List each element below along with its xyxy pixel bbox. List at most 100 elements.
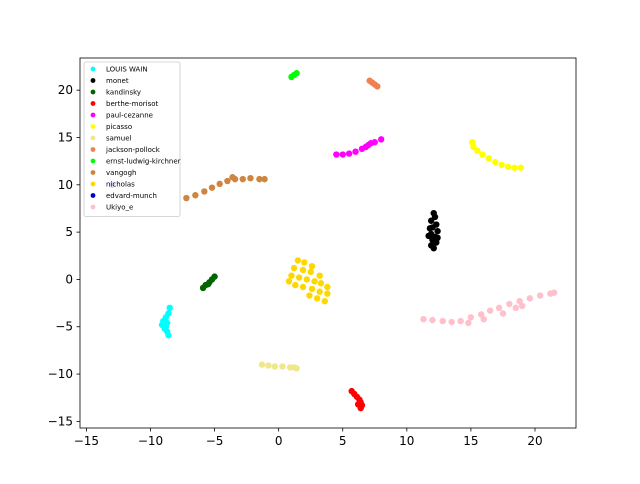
data-point bbox=[201, 188, 208, 195]
data-point bbox=[427, 217, 435, 224]
legend-label: berthe-morisot bbox=[106, 100, 158, 108]
x-tick-label: −10 bbox=[138, 434, 163, 448]
data-point bbox=[495, 304, 503, 312]
legend-entry: vangogh bbox=[90, 169, 136, 177]
data-point bbox=[166, 304, 173, 312]
series-vangogh bbox=[183, 174, 268, 202]
x-tick-label: −15 bbox=[74, 434, 99, 448]
legend-entry: picasso bbox=[90, 123, 132, 131]
legend-marker bbox=[90, 89, 96, 95]
legend-marker bbox=[90, 147, 96, 152]
legend-label: edvard-munch bbox=[106, 192, 157, 200]
series-monet bbox=[425, 209, 441, 252]
data-point bbox=[229, 174, 236, 181]
series-berthe-morisot bbox=[348, 387, 366, 412]
x-tick-label: 20 bbox=[527, 434, 542, 448]
data-point bbox=[480, 315, 487, 323]
data-point bbox=[299, 266, 307, 274]
data-point bbox=[162, 323, 170, 330]
legend-marker bbox=[90, 112, 96, 118]
series-louis-wain bbox=[158, 304, 173, 339]
data-point bbox=[434, 234, 441, 241]
data-point bbox=[295, 274, 303, 281]
data-point bbox=[208, 184, 216, 191]
legend-entry: ernst-ludwig-kirchner bbox=[90, 158, 181, 166]
legend-label: samuel bbox=[106, 135, 131, 143]
x-tick-label: 0 bbox=[275, 434, 283, 448]
data-point bbox=[294, 257, 302, 264]
series-kandinsky bbox=[199, 273, 218, 292]
data-point bbox=[362, 143, 370, 151]
data-point bbox=[516, 298, 523, 305]
data-point bbox=[333, 151, 340, 158]
x-tick-label: 10 bbox=[399, 434, 414, 448]
series-nicholas bbox=[285, 257, 331, 305]
legend: LOUIS WAIN monet kandinsky berthe-morisot pa… bbox=[83, 61, 181, 217]
y-tick-label: 10 bbox=[58, 178, 73, 192]
data-point bbox=[467, 314, 475, 321]
data-point bbox=[425, 232, 432, 240]
data-point bbox=[465, 319, 472, 327]
data-point bbox=[183, 194, 190, 202]
data-point bbox=[518, 302, 526, 310]
data-point bbox=[486, 307, 494, 314]
data-point bbox=[316, 288, 323, 295]
data-point bbox=[306, 292, 313, 299]
data-point bbox=[367, 139, 375, 147]
data-point bbox=[258, 361, 266, 368]
data-point bbox=[492, 158, 499, 166]
scatter-marks bbox=[108, 69, 558, 412]
legend-entry: kandinsky bbox=[90, 89, 141, 97]
series-samuel bbox=[258, 361, 300, 372]
legend-entry: samuel bbox=[90, 135, 131, 143]
legend-marker bbox=[90, 124, 96, 129]
y-tick-label: −5 bbox=[55, 320, 73, 334]
data-point bbox=[279, 363, 286, 370]
data-point bbox=[536, 292, 544, 299]
legend-label: LOUIS WAIN bbox=[106, 66, 148, 74]
legend-entry: Ukiyo_e bbox=[90, 204, 133, 212]
x-axis-ticks: −15 −10 −5 0 5 10 15 20 bbox=[74, 428, 543, 448]
data-point bbox=[429, 316, 436, 324]
legend-label: kandinsky bbox=[106, 89, 141, 97]
y-tick-label: 0 bbox=[65, 272, 73, 286]
legend-marker bbox=[90, 193, 96, 198]
data-point bbox=[321, 298, 328, 305]
data-point bbox=[316, 272, 323, 279]
y-tick-label: −15 bbox=[48, 414, 73, 428]
data-point bbox=[299, 283, 307, 291]
data-point bbox=[324, 290, 331, 297]
data-point bbox=[307, 268, 314, 276]
axes-frame bbox=[79, 57, 577, 429]
data-point bbox=[288, 272, 295, 279]
data-point bbox=[448, 318, 455, 326]
data-point bbox=[216, 180, 223, 188]
data-point bbox=[271, 363, 279, 370]
data-point bbox=[354, 401, 362, 408]
data-point bbox=[247, 174, 254, 182]
y-tick-label: 5 bbox=[65, 225, 73, 239]
data-point bbox=[293, 69, 300, 77]
legend-marker bbox=[90, 181, 96, 187]
data-point bbox=[261, 175, 268, 183]
data-point bbox=[345, 150, 353, 157]
y-tick-label: −10 bbox=[48, 367, 73, 381]
y-tick-label: 20 bbox=[58, 83, 73, 97]
legend-marker bbox=[90, 135, 96, 141]
data-point bbox=[477, 311, 485, 318]
data-point bbox=[324, 283, 331, 291]
data-point bbox=[377, 136, 385, 143]
data-point bbox=[301, 259, 308, 266]
legend-box bbox=[83, 61, 181, 217]
series-ukiyo-e bbox=[420, 289, 558, 327]
data-point bbox=[204, 280, 212, 288]
data-point bbox=[517, 164, 525, 171]
series-jackson-pollock bbox=[366, 77, 381, 90]
data-point bbox=[308, 262, 316, 270]
data-point bbox=[292, 281, 299, 289]
legend-marker bbox=[90, 204, 96, 210]
data-point bbox=[485, 155, 493, 162]
data-point bbox=[285, 278, 293, 285]
